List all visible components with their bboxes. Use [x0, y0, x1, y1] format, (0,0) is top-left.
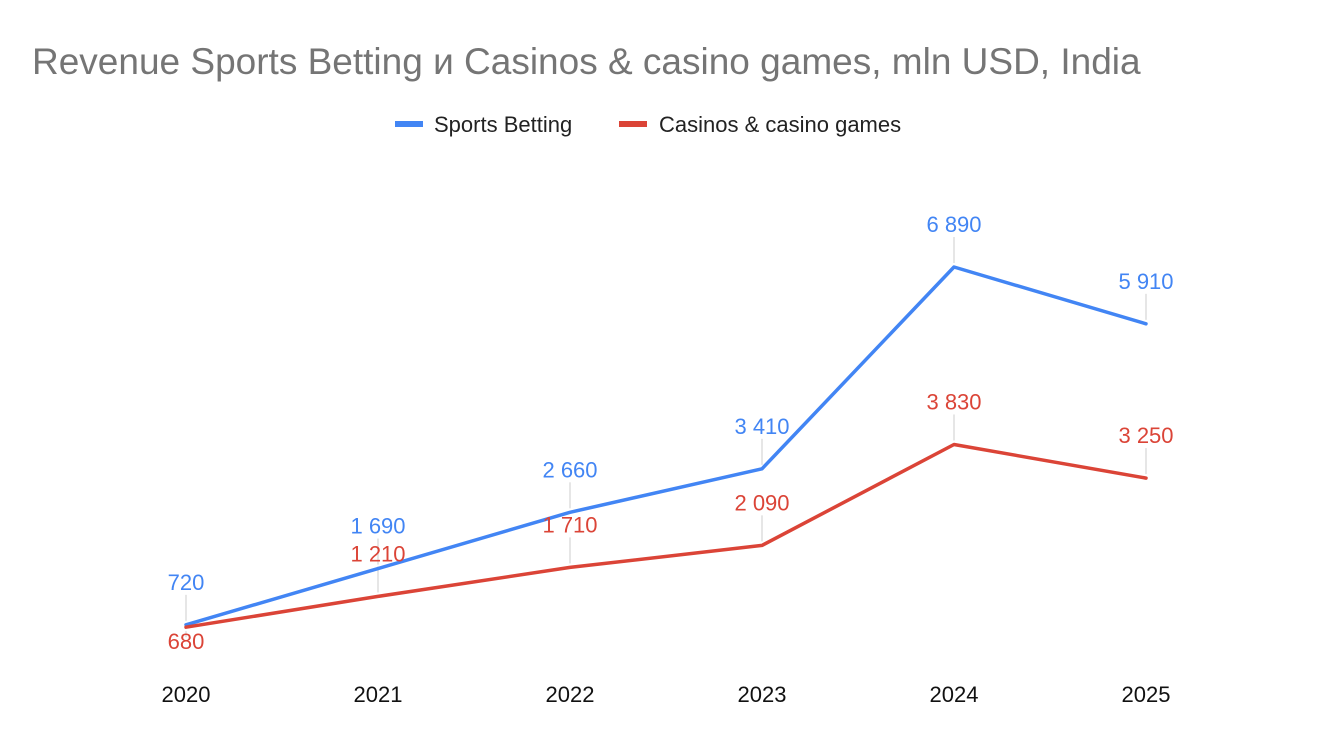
data-label-sports-betting-2023: 3 410	[734, 414, 789, 439]
label-leader-lines	[185, 237, 1147, 638]
chart-title: Revenue Sports Betting и Casinos & casin…	[32, 41, 1141, 82]
x-tick-label-2020: 2020	[162, 682, 211, 707]
data-label-casinos-2023: 2 090	[734, 490, 789, 515]
data-label-casinos-2022: 1 710	[542, 512, 597, 537]
data-point-sports-betting-2021[interactable]	[375, 566, 381, 572]
x-axis: 2020 2021 2022 2023 2024 2025	[162, 682, 1171, 707]
data-label-casinos-2024: 3 830	[926, 389, 981, 414]
x-tick-label-2024: 2024	[930, 682, 979, 707]
x-tick-label-2023: 2023	[738, 682, 787, 707]
legend-item-casinos[interactable]: Casinos & casino games	[619, 112, 901, 137]
x-tick-label-2022: 2022	[546, 682, 595, 707]
data-label-sports-betting-2022: 2 660	[542, 457, 597, 482]
data-point-casinos-2021[interactable]	[375, 593, 381, 599]
legend-item-sports-betting[interactable]: Sports Betting	[395, 112, 572, 137]
data-point-sports-betting-2023[interactable]	[759, 466, 765, 472]
data-label-sports-betting-2025: 5 910	[1118, 269, 1173, 294]
x-tick-label-2025: 2025	[1122, 682, 1171, 707]
data-point-sports-betting-2025[interactable]	[1143, 321, 1149, 327]
data-point-sports-betting-2024[interactable]	[951, 264, 957, 270]
legend-label-sports-betting: Sports Betting	[434, 112, 572, 137]
series-lines	[184, 264, 1149, 629]
data-label-casinos-2025: 3 250	[1118, 423, 1173, 448]
series-line-sports-betting[interactable]	[184, 265, 1148, 627]
data-point-casinos-2023[interactable]	[759, 542, 765, 548]
legend-label-casinos: Casinos & casino games	[659, 112, 901, 137]
data-point-casinos-2024[interactable]	[951, 441, 957, 447]
data-labels: 720 1 690 2 660 3 410 6 890 5 910 680 1 210 1 71…	[168, 212, 1174, 654]
data-label-sports-betting-2024: 6 890	[926, 212, 981, 237]
series-line-casinos[interactable]	[184, 442, 1148, 629]
data-point-casinos-2022[interactable]	[567, 564, 573, 570]
data-label-casinos-2021: 1 210	[350, 541, 405, 566]
x-tick-label-2021: 2021	[354, 682, 403, 707]
data-label-sports-betting-2021: 1 690	[350, 514, 405, 539]
data-label-sports-betting-2020: 720	[168, 570, 205, 595]
data-label-casinos-2020: 680	[168, 629, 205, 654]
data-point-casinos-2025[interactable]	[1143, 475, 1149, 481]
legend: Sports Betting Casinos & casino games	[395, 112, 901, 137]
